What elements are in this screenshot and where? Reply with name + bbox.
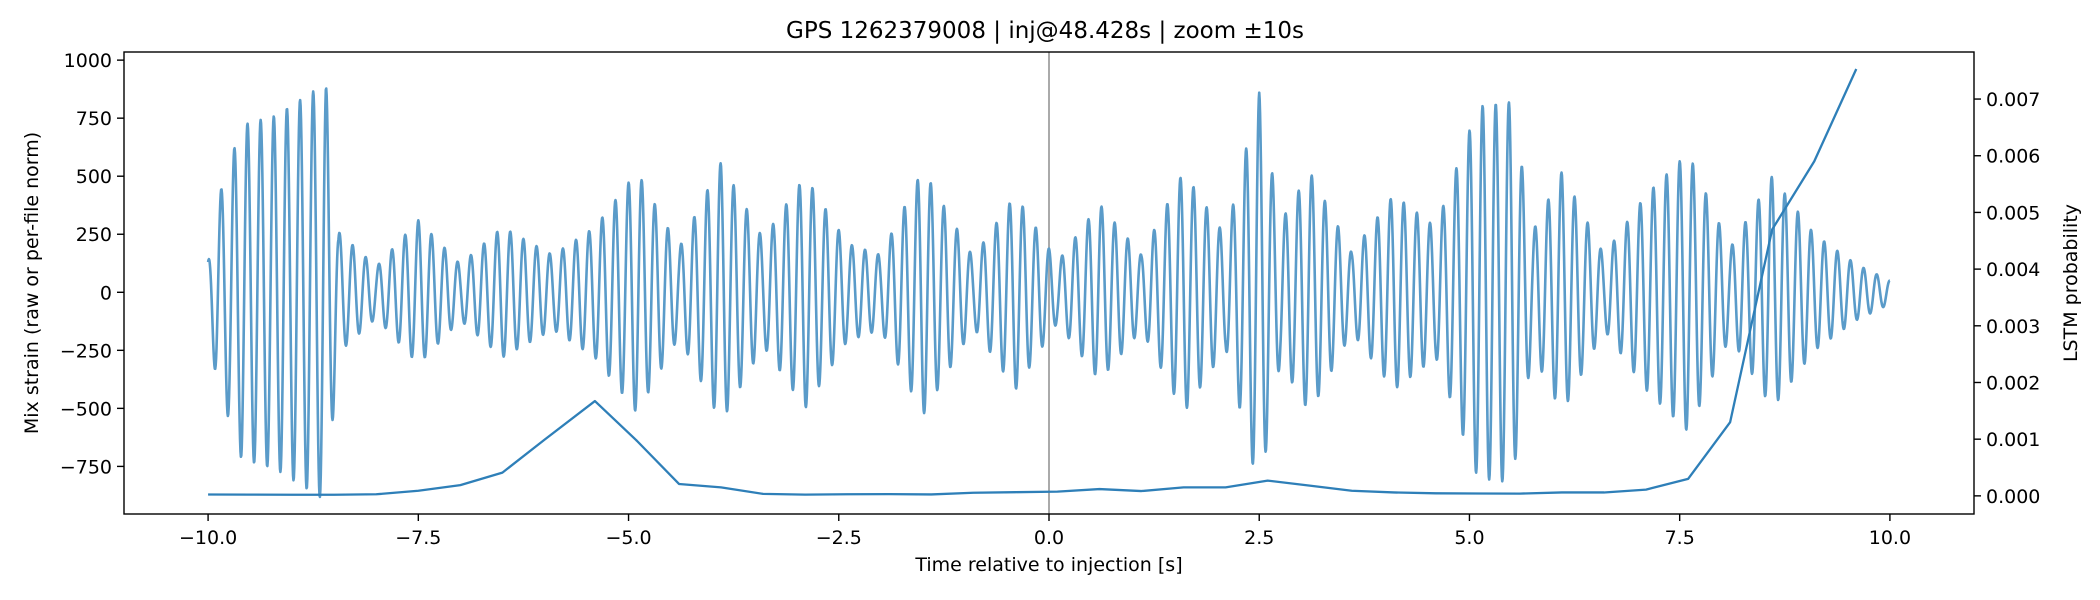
- chart-title: GPS 1262379008 | inj@48.428s | zoom ±10s: [786, 18, 1304, 44]
- probability-series-line: [208, 68, 1858, 496]
- x-tick-label: 5.0: [1454, 527, 1484, 549]
- y-right-tick-label: 0.003: [1986, 316, 2040, 338]
- y-right-tick-label: 0.001: [1986, 429, 2040, 451]
- x-tick-label: 0.0: [1034, 527, 1064, 549]
- y-right-tick-label: 0.004: [1986, 259, 2040, 281]
- x-tick-label: −10.0: [179, 527, 237, 549]
- y-left-tick-label: 500: [76, 166, 112, 188]
- x-tick-label: −2.5: [816, 527, 862, 549]
- x-tick-label: −7.5: [395, 527, 441, 549]
- y-right-tick-label: 0.002: [1986, 372, 2040, 394]
- x-tick-label: 10.0: [1869, 527, 1911, 549]
- y-left-tick-label: 1000: [64, 50, 112, 72]
- y-left-tick-label: 750: [76, 108, 112, 130]
- y-right-tick-label: 0.000: [1986, 486, 2040, 508]
- plot-content: [206, 52, 1891, 514]
- y-left-tick-label: 0: [100, 282, 112, 304]
- x-tick-label: 7.5: [1665, 527, 1695, 549]
- y-left-tick-label: −500: [60, 398, 112, 420]
- y-left-tick-label: 250: [76, 224, 112, 246]
- y-axis-left: −750 −500 −250 0 250 500 750 1000: [60, 50, 124, 478]
- y-axis-right-label: LSTM probability: [2060, 204, 2082, 362]
- y-axis-right: 0.000 0.001 0.002 0.003 0.004 0.005 0.006 0.007: [1974, 89, 2040, 508]
- y-axis-left-label: Mix strain (raw or per-file norm): [21, 132, 43, 434]
- y-right-tick-label: 0.006: [1986, 146, 2040, 168]
- strain-series-line: [206, 87, 1891, 499]
- x-axis: −10.0 −7.5 −5.0 −2.5 0.0 2.5 5.0 7.5 10.0: [179, 514, 1911, 549]
- y-right-tick-label: 0.007: [1986, 89, 2040, 111]
- x-axis-label: Time relative to injection [s]: [914, 554, 1182, 576]
- y-left-tick-label: −250: [60, 340, 112, 362]
- x-tick-label: 2.5: [1244, 527, 1274, 549]
- y-left-tick-label: −750: [60, 456, 112, 478]
- x-tick-label: −5.0: [605, 527, 651, 549]
- y-right-tick-label: 0.005: [1986, 202, 2040, 224]
